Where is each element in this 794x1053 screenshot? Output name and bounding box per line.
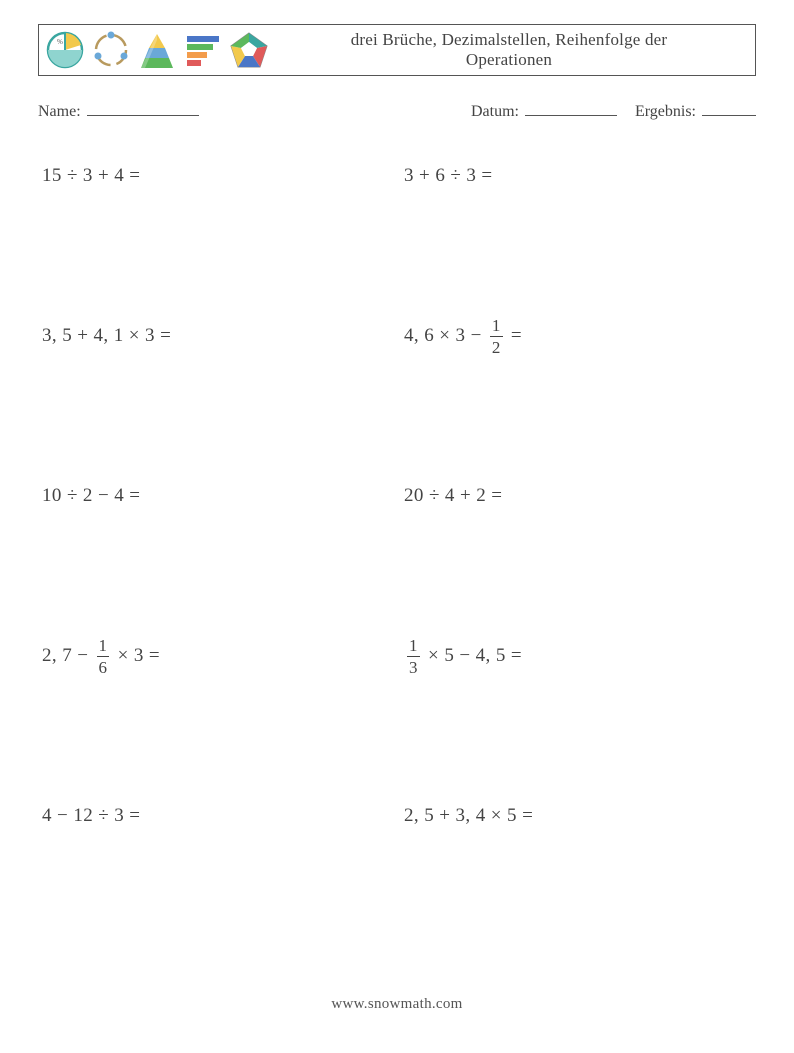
- problem-expression: 4 − 12 ÷ 3 =: [42, 805, 140, 827]
- pie-chart-icon: %: [43, 28, 87, 72]
- problem: 15 ÷ 3 + 4 =: [42, 155, 394, 197]
- fraction: 16: [97, 637, 110, 676]
- fraction-numerator: 1: [97, 637, 110, 654]
- bar-chart-icon: [181, 28, 225, 72]
- footer-url: www.snowmath.com: [0, 996, 794, 1013]
- name-label: Name:: [38, 103, 81, 120]
- fraction-denominator: 3: [407, 659, 420, 676]
- fraction-bar: [97, 656, 110, 657]
- date-field: Datum:: [471, 100, 617, 121]
- problem-expression: 2, 5 + 3, 4 × 5 =: [404, 805, 533, 827]
- problem: 3 + 6 ÷ 3 =: [404, 155, 756, 197]
- fraction-bar: [407, 656, 420, 657]
- fraction-numerator: 1: [490, 317, 503, 334]
- fraction: 13: [407, 637, 420, 676]
- problem-expression: 13 × 5 − 4, 5 =: [404, 637, 522, 676]
- cycle-icon: [89, 28, 133, 72]
- problems-grid: 15 ÷ 3 + 4 = 3 + 6 ÷ 3 = 3, 5 + 4, 1 × 3 =…: [38, 155, 756, 837]
- problem: 4 − 12 ÷ 3 =: [42, 795, 394, 837]
- problem: 20 ÷ 4 + 2 =: [404, 475, 756, 517]
- pyramid-icon: [135, 28, 179, 72]
- meta-row: Name: Datum: Ergebnis:: [38, 100, 756, 121]
- result-label: Ergebnis:: [635, 103, 696, 120]
- fraction-bar: [490, 336, 503, 337]
- problem: 2, 5 + 3, 4 × 5 =: [404, 795, 756, 837]
- problem: 2, 7 − 16 × 3 =: [42, 635, 394, 677]
- problem-expression: 4, 6 × 3 − 12 =: [404, 317, 522, 356]
- result-field: Ergebnis:: [635, 100, 756, 121]
- name-blank[interactable]: [87, 100, 199, 116]
- problem-expression: 10 ÷ 2 − 4 =: [42, 485, 140, 507]
- result-blank[interactable]: [702, 100, 756, 116]
- fraction-numerator: 1: [407, 637, 420, 654]
- fraction: 12: [490, 317, 503, 356]
- fraction-denominator: 2: [490, 339, 503, 356]
- problem-expression: 3 + 6 ÷ 3 =: [404, 165, 493, 187]
- problem: 10 ÷ 2 − 4 =: [42, 475, 394, 517]
- date-blank[interactable]: [525, 100, 617, 116]
- header-box: %: [38, 24, 756, 76]
- problem-expression: 15 ÷ 3 + 4 =: [42, 165, 140, 187]
- problem-expression: 3, 5 + 4, 1 × 3 =: [42, 325, 171, 347]
- title-line-1: drei Brüche, Dezimalstellen, Reihenfolge…: [351, 30, 668, 49]
- pentagon-icon: [227, 28, 271, 72]
- worksheet-title: drei Brüche, Dezimalstellen, Reihenfolge…: [271, 26, 755, 75]
- date-label: Datum:: [471, 103, 519, 120]
- problem: 4, 6 × 3 − 12 =: [404, 315, 756, 357]
- svg-text:%: %: [57, 38, 63, 46]
- problem-expression: 2, 7 − 16 × 3 =: [42, 637, 160, 676]
- logo-strip: %: [39, 28, 271, 72]
- fraction-denominator: 6: [97, 659, 110, 676]
- problem: 3, 5 + 4, 1 × 3 =: [42, 315, 394, 357]
- problem-expression: 20 ÷ 4 + 2 =: [404, 485, 502, 507]
- name-field: Name:: [38, 100, 199, 121]
- problem: 13 × 5 − 4, 5 =: [404, 635, 756, 677]
- title-line-2: Operationen: [466, 50, 552, 69]
